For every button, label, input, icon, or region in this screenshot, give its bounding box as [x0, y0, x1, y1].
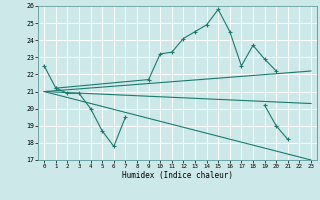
X-axis label: Humidex (Indice chaleur): Humidex (Indice chaleur)	[122, 171, 233, 180]
